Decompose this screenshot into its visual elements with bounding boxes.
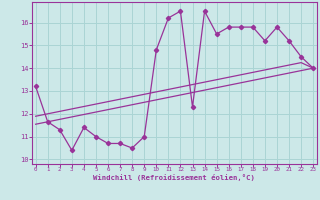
X-axis label: Windchill (Refroidissement éolien,°C): Windchill (Refroidissement éolien,°C)	[93, 174, 255, 181]
